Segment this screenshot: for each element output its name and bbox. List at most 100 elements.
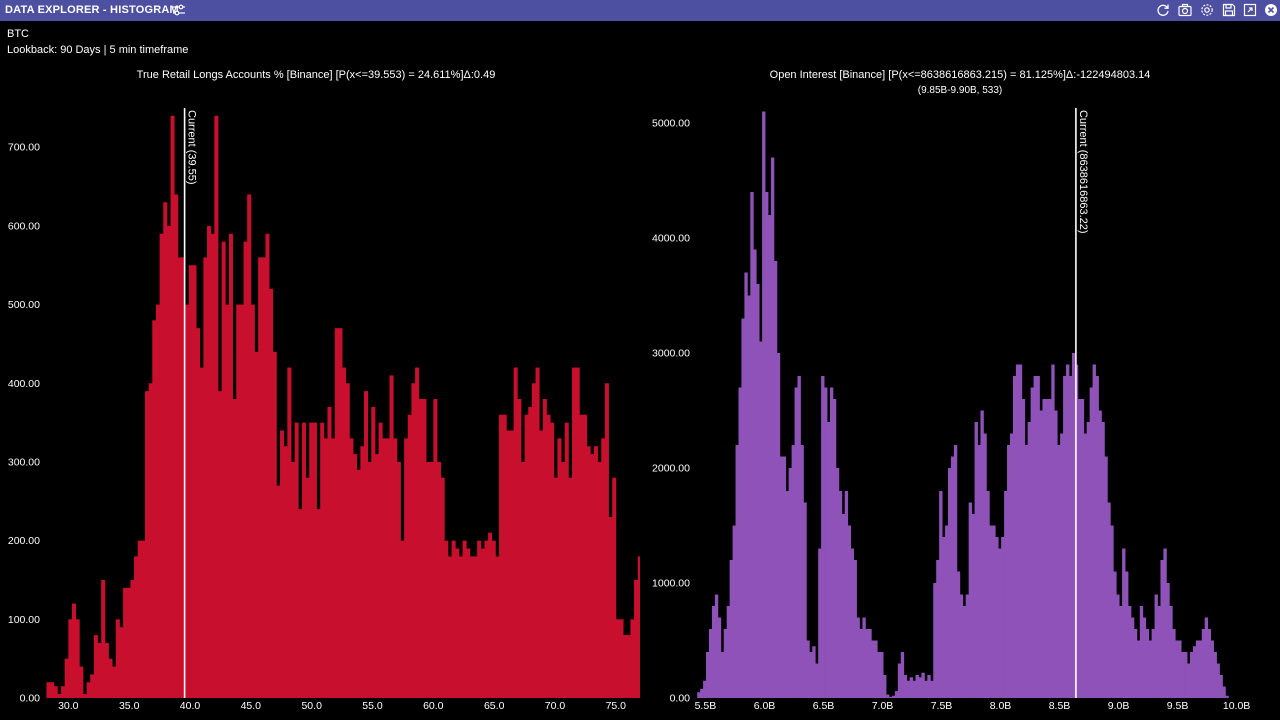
histogram-bar[interactable] xyxy=(1048,399,1052,698)
histogram-bar[interactable] xyxy=(539,430,544,698)
histogram-bar[interactable] xyxy=(301,422,306,698)
histogram-bar[interactable] xyxy=(809,652,813,698)
histogram-bar[interactable] xyxy=(821,376,825,698)
histogram-bar[interactable] xyxy=(977,445,981,698)
histogram-bar[interactable] xyxy=(210,233,215,698)
refresh-icon[interactable] xyxy=(1156,3,1170,17)
histogram-bar[interactable] xyxy=(1139,606,1144,698)
histogram-bar[interactable] xyxy=(1116,594,1120,699)
histogram-bar[interactable] xyxy=(794,387,798,699)
histogram-bar[interactable] xyxy=(155,304,160,698)
histogram-bar[interactable] xyxy=(1068,376,1073,698)
histogram-bar[interactable] xyxy=(859,629,863,698)
histogram-bar[interactable] xyxy=(1057,445,1061,698)
histogram-bar[interactable] xyxy=(188,265,193,698)
histogram-bar[interactable] xyxy=(134,556,139,698)
histogram-bar[interactable] xyxy=(258,257,263,698)
histogram-bar[interactable] xyxy=(265,233,270,698)
histogram-bar[interactable] xyxy=(393,438,398,698)
histogram-bar[interactable] xyxy=(290,461,296,698)
histogram-bar[interactable] xyxy=(185,304,190,698)
histogram-bar[interactable] xyxy=(735,445,739,698)
histogram-bar[interactable] xyxy=(1086,422,1091,698)
histogram-bar[interactable] xyxy=(520,461,525,698)
histogram-bar[interactable] xyxy=(287,367,292,698)
histogram-bar[interactable] xyxy=(214,115,219,699)
histogram-bar[interactable] xyxy=(1092,364,1096,699)
histogram-bar[interactable] xyxy=(729,560,733,698)
histogram-bar[interactable] xyxy=(415,367,420,698)
histogram-bar[interactable] xyxy=(400,540,405,698)
histogram-bar[interactable] xyxy=(568,477,573,698)
histogram-bar[interactable] xyxy=(776,353,781,698)
histogram-bar[interactable] xyxy=(331,438,336,698)
histogram-bar[interactable] xyxy=(404,438,409,698)
histogram-bar[interactable] xyxy=(177,257,182,698)
histogram-bar[interactable] xyxy=(927,675,931,698)
histogram-bar[interactable] xyxy=(850,548,854,699)
histogram-bar[interactable] xyxy=(921,672,925,698)
histogram-bar[interactable] xyxy=(995,537,999,698)
histogram-bar[interactable] xyxy=(1216,663,1220,699)
histogram-bar[interactable] xyxy=(126,587,131,698)
histogram-bar[interactable] xyxy=(824,387,828,699)
histogram-bar[interactable] xyxy=(582,414,588,698)
histogram-bar[interactable] xyxy=(1148,640,1153,699)
histogram-bar[interactable] xyxy=(1007,445,1011,698)
histogram-bar[interactable] xyxy=(626,635,631,698)
histogram-bar[interactable] xyxy=(939,491,943,698)
histogram-bar[interactable] xyxy=(199,367,204,698)
histogram-bar[interactable] xyxy=(225,304,230,698)
histogram-bar[interactable] xyxy=(723,629,728,698)
histogram-bar[interactable] xyxy=(181,257,186,698)
histogram-bar[interactable] xyxy=(422,399,427,698)
histogram-bar[interactable] xyxy=(720,652,725,698)
histogram-bar[interactable] xyxy=(791,445,795,698)
histogram-bar[interactable] xyxy=(250,304,255,698)
histogram-bar[interactable] xyxy=(433,399,438,698)
histogram-bar[interactable] xyxy=(1063,376,1067,698)
histogram-bar[interactable] xyxy=(1027,422,1032,698)
histogram-bar[interactable] xyxy=(788,468,793,698)
histogram-bar[interactable] xyxy=(550,422,555,698)
histogram-bar[interactable] xyxy=(986,491,990,698)
histogram-bar[interactable] xyxy=(597,461,602,698)
histogram-bar[interactable] xyxy=(1101,422,1105,698)
histogram-bar[interactable] xyxy=(865,629,869,698)
histogram-bar[interactable] xyxy=(1036,376,1040,698)
histogram-bar[interactable] xyxy=(1018,364,1023,699)
histogram-bar[interactable] xyxy=(144,391,150,698)
histogram-bar[interactable] xyxy=(962,606,967,698)
histogram-bar[interactable] xyxy=(174,194,179,699)
histogram-bar[interactable] xyxy=(488,532,493,698)
histogram-bar[interactable] xyxy=(1024,445,1029,698)
histogram-bar[interactable] xyxy=(535,367,540,698)
histogram-bar[interactable] xyxy=(1009,433,1014,699)
histogram-bar[interactable] xyxy=(971,514,975,698)
histogram-bar[interactable] xyxy=(276,485,281,698)
histogram-bar[interactable] xyxy=(915,675,919,698)
histogram-bar[interactable] xyxy=(862,617,866,699)
histogram-bar[interactable] xyxy=(159,233,164,698)
histogram-bar[interactable] xyxy=(1169,606,1173,698)
histogram-bar[interactable] xyxy=(871,640,875,699)
histogram-bar[interactable] xyxy=(800,445,804,698)
histogram-bar[interactable] xyxy=(968,502,973,699)
histogram-bar[interactable] xyxy=(480,548,485,699)
histogram-bar[interactable] xyxy=(768,215,772,698)
histogram-bar[interactable] xyxy=(130,579,135,698)
histogram-bar[interactable] xyxy=(619,619,624,698)
histogram-bar[interactable] xyxy=(531,383,536,698)
histogram-bar[interactable] xyxy=(90,674,95,698)
histogram-bar[interactable] xyxy=(458,556,463,698)
histogram-bar[interactable] xyxy=(1166,583,1170,698)
histogram-bar[interactable] xyxy=(382,438,387,698)
histogram-bar[interactable] xyxy=(236,304,241,698)
histogram-bar[interactable] xyxy=(700,688,704,698)
histogram-bar[interactable] xyxy=(779,456,784,699)
histogram-bar[interactable] xyxy=(1195,640,1200,699)
histogram-bar[interactable] xyxy=(1160,560,1164,698)
histogram-bar[interactable] xyxy=(1128,606,1132,698)
histogram-bar[interactable] xyxy=(738,387,742,699)
histogram-bar[interactable] xyxy=(903,675,908,698)
